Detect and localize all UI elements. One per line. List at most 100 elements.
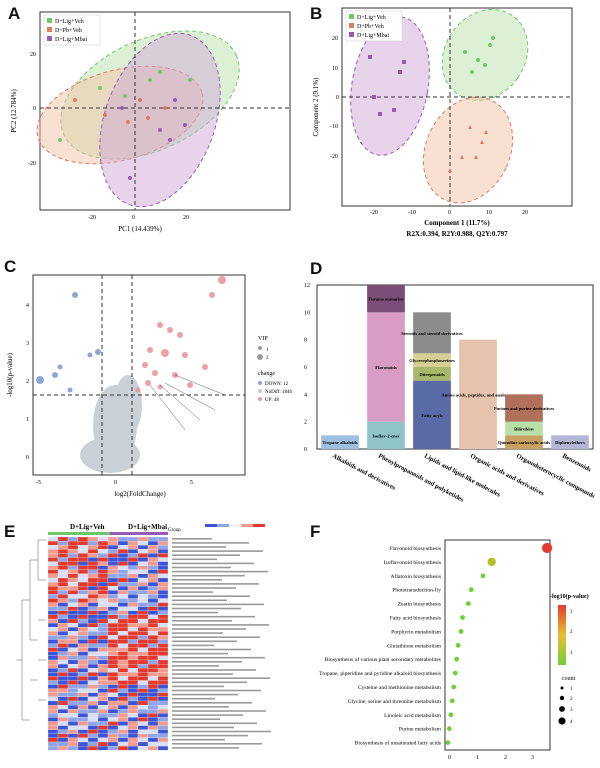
row-label <box>172 636 260 638</box>
heatmap-cell <box>127 561 139 566</box>
heatmap-cell <box>47 705 59 710</box>
heatmap-cell <box>147 659 159 665</box>
heatmap-cell <box>137 627 149 632</box>
heatmap-cell <box>67 746 79 751</box>
heatmap-cell <box>137 536 149 542</box>
heatmap-cell <box>157 647 169 652</box>
heatmap-cell <box>117 573 129 579</box>
pathway-bubble <box>458 629 464 634</box>
legend-tick: 1 <box>570 651 573 656</box>
heatmap-cell <box>157 688 169 693</box>
heatmap-cell <box>157 569 169 574</box>
heatmap-cell <box>157 737 169 743</box>
heatmap-cell <box>77 700 89 706</box>
heatmap-cell <box>47 647 59 652</box>
heatmap-cell <box>47 717 59 722</box>
heatmap-cell <box>87 541 99 546</box>
heatmap-cell <box>97 561 109 566</box>
heatmap-cell <box>137 586 149 591</box>
heatmap-cell <box>117 622 129 628</box>
heatmap-cell <box>97 618 109 624</box>
pathway-label: Cysteine and methionine metabolism <box>358 685 442 691</box>
heatmap-cell <box>97 590 109 595</box>
x-tick: 10 <box>486 210 492 216</box>
row-label <box>172 607 241 610</box>
heatmap-cell <box>67 631 79 636</box>
pathway-label: Glutathione metabolism <box>387 643 442 649</box>
heatmap-cell <box>127 721 139 726</box>
heatmap-cell <box>67 651 79 657</box>
panel-f: F Flavonoid biosynthesis Isoflavonoid bio… <box>300 520 600 763</box>
heatmap-cell <box>107 647 119 652</box>
heatmap-cell <box>77 569 89 574</box>
heatmap-cell <box>117 602 129 607</box>
row-label <box>172 697 215 700</box>
heatmap-cell <box>77 590 89 595</box>
heatmap-cell <box>47 639 59 644</box>
y-tick: -20 <box>330 154 338 160</box>
heatmap-cell <box>47 721 59 726</box>
heatmap-cell <box>137 659 149 665</box>
heatmap-cell <box>97 610 109 616</box>
heatmap-cell <box>127 618 139 624</box>
heatmap-cell <box>107 721 119 726</box>
heatmap-cell <box>47 733 59 739</box>
pca-plot: D+Lig+Veh D+Pb+Veh D+Lig+Mbai -20 0 20 2… <box>10 11 291 233</box>
x-tick: 2 <box>504 755 507 761</box>
y-tick: 0 <box>304 447 307 453</box>
y-tick: -20 <box>28 161 36 167</box>
heatmap-cell <box>117 610 129 616</box>
heatmap-cell <box>127 688 139 693</box>
row-label <box>172 558 217 561</box>
heatmap-cell <box>117 684 129 689</box>
heatmap-cell <box>77 713 89 718</box>
x-tick: 0 <box>114 480 117 486</box>
heatmap-cell <box>117 655 129 661</box>
heatmap-cell <box>137 733 149 739</box>
heatmap-cell <box>57 627 69 632</box>
heatmap-cell <box>87 705 99 710</box>
heatmap-cell <box>117 614 129 620</box>
heatmap-cell <box>127 639 139 644</box>
bar-segment <box>413 353 451 367</box>
heatmap-cell <box>67 594 79 599</box>
heatmap-cell <box>47 610 59 616</box>
heatmap-cell <box>117 713 129 718</box>
heatmap-cell <box>147 627 159 632</box>
heatmap-cell <box>67 602 79 607</box>
segment-label: Quinoline carboxylic acids <box>498 440 550 445</box>
heatmap-cell <box>137 557 149 562</box>
heatmap-cell <box>77 549 89 554</box>
heatmap-cell <box>127 684 139 689</box>
heatmap-cell <box>67 672 79 677</box>
heatmap-cell <box>47 725 59 730</box>
heatmap-cell <box>117 536 129 542</box>
heatmap-cell <box>137 729 149 734</box>
segment-label: Diphenylethers <box>555 440 585 445</box>
heatmap-cell <box>47 577 59 583</box>
row-label <box>172 550 263 552</box>
heatmap-cell <box>57 549 69 554</box>
heatmap-cell <box>127 676 139 681</box>
row-label <box>172 722 257 725</box>
heatmap-cell <box>97 672 109 677</box>
heatmap-cell <box>147 590 159 595</box>
heatmap-cell <box>77 610 89 616</box>
heatmap-cell <box>107 700 119 706</box>
panel-label: D <box>310 259 323 278</box>
heatmap-cell <box>67 610 79 616</box>
heatmap-cell <box>87 590 99 595</box>
heatmap-cell <box>77 668 89 673</box>
heatmap-cell <box>117 688 129 693</box>
heatmap-cell <box>57 594 69 599</box>
heatmap-cell <box>97 545 109 550</box>
heatmap-cell <box>107 655 119 661</box>
heatmap-cell <box>117 549 129 554</box>
heatmap-cell <box>147 746 159 751</box>
heatmap-cell <box>127 586 139 591</box>
count-item: 3 <box>570 708 573 713</box>
heatmap-cell <box>57 590 69 595</box>
row-label <box>172 632 223 634</box>
heatmap-cell <box>107 561 119 566</box>
heatmap-cell <box>157 590 169 595</box>
